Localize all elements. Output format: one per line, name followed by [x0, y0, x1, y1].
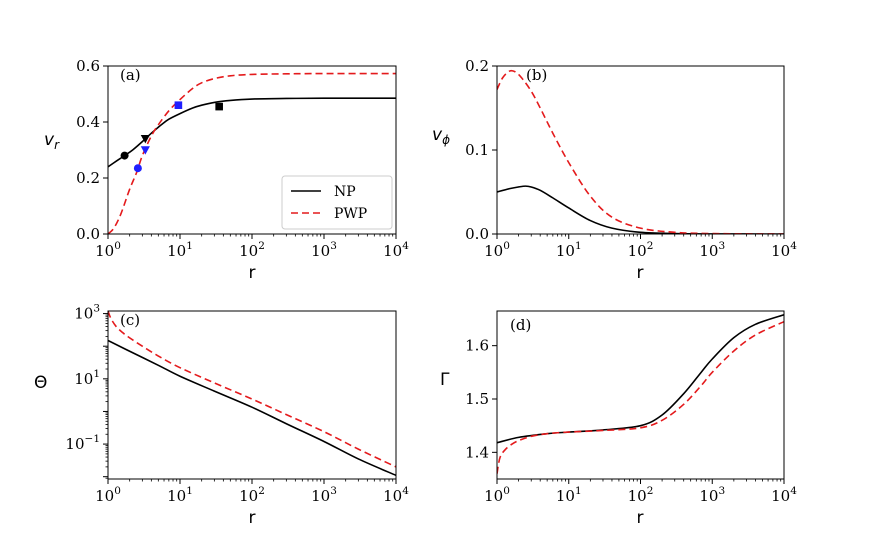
panel-a-label: (a) — [120, 66, 141, 84]
panel-d-ylabel: Γ — [440, 370, 450, 390]
panel-d-plot: 100 101 102 103 104 1.4 1.5 1.6 — [465, 313, 797, 505]
panel-d-x-tick-label: 101 — [556, 485, 582, 505]
panel-a-ylabel: vr — [44, 130, 60, 152]
panel-a-marker-triangle-down-4 — [140, 146, 150, 155]
panel-b-x-tick-label: 103 — [699, 240, 725, 260]
panel-b-xlabel: r — [637, 263, 644, 283]
panel-c-series-pwp-line — [108, 311, 396, 468]
panel-d-xlabel: r — [637, 508, 644, 528]
panel-a-plot: 100 101 102 103 104 0.0 0.2 0.4 0.6 — [76, 57, 409, 260]
panel-d-x-tick-label: 100 — [484, 485, 510, 505]
panel-d-series-pwp-line — [497, 320, 784, 474]
panel-a-marker-triangle-down-1 — [140, 135, 150, 144]
panel-b-x-tick-label: 102 — [628, 240, 654, 260]
panel-b-ylabel-main: v — [432, 125, 443, 145]
panel-a-xlabel: r — [249, 263, 256, 283]
panel-a-y-tick-label: 0.6 — [76, 57, 100, 75]
panel-b-y-axis: 0.0 0.1 0.2 — [465, 57, 497, 243]
panel-a-x-tick-label: 102 — [239, 240, 265, 260]
panel-a-y-tick-label: 0.0 — [76, 225, 100, 243]
panel-b-y-tick-label: 0.2 — [465, 57, 489, 75]
panel-a-ylabel-sub: r — [54, 138, 60, 152]
legend-frame — [281, 175, 393, 230]
legend-np-label: NP — [334, 184, 356, 200]
panel-d-x-tick-label: 103 — [699, 485, 725, 505]
panel-a-x-tick-label: 104 — [383, 240, 409, 260]
panel-c-x-tick-label: 101 — [167, 485, 193, 505]
legend-pwp-label: PWP — [334, 206, 367, 222]
panel-d-y-tick-label: 1.4 — [465, 443, 489, 461]
panel-a-marker-square-2 — [215, 102, 223, 111]
panel-b-y-tick-label: 0.0 — [465, 225, 489, 243]
panel-d-y-tick-label: 1.6 — [465, 337, 489, 355]
panel-b-ylabel-sub: ϕ — [442, 133, 450, 147]
panel-c-y-tick-label: 10−1 — [65, 433, 100, 453]
panel-c-x-tick-label: 100 — [95, 485, 121, 505]
panel-b-x-tick-label: 104 — [771, 240, 797, 260]
panel-c-x-tick-label: 102 — [239, 485, 265, 505]
panel-c-x-tick-label: 103 — [311, 485, 337, 505]
panel-a-ylabel-main: v — [44, 130, 55, 150]
panel-b-x-axis: 100 101 102 103 104 — [484, 234, 797, 260]
panel-b-label: (b) — [526, 66, 547, 84]
panel-a-y-tick-label: 0.2 — [76, 169, 100, 187]
panel-c-x-tick-label: 104 — [383, 485, 409, 505]
panel-a-x-tick-label: 103 — [311, 240, 337, 260]
panel-c-y-tick-label: 101 — [74, 368, 100, 388]
panel-b-plot: 100 101 102 103 104 0.0 0.1 0.2 — [465, 57, 797, 260]
panel-c-ylabel: Θ — [34, 373, 47, 393]
panel-c-x-axis: 100 101 102 103 104 — [95, 479, 409, 505]
panel-c-y-tick-label: 103 — [74, 303, 100, 323]
panel-c-label: (c) — [120, 311, 140, 329]
panel-c-plot: 100 101 102 103 104 10−1 101 103 — [65, 303, 409, 505]
panel-d-label: (d) — [510, 316, 531, 334]
panel-b-frame — [496, 65, 785, 235]
panel-d-frame — [496, 310, 785, 480]
panel-d-y-axis: 1.4 1.5 1.6 — [465, 337, 497, 461]
panel-b-ylabel: vϕ — [432, 125, 450, 147]
panel-a-legend: NP PWP — [281, 175, 393, 230]
panel-d-y-tick-label: 1.5 — [465, 390, 489, 408]
panel-a-x-tick-label: 101 — [167, 240, 193, 260]
panel-c-y-axis: 10−1 101 103 — [65, 303, 108, 479]
panel-b-y-tick-label: 0.1 — [465, 141, 489, 159]
panel-b-x-tick-label: 101 — [556, 240, 582, 260]
panel-c-frame — [107, 310, 397, 480]
panel-a-y-tick-label: 0.4 — [76, 113, 100, 131]
panel-d: 100 101 102 103 104 1.4 1.5 1.6 (d) r Γ — [440, 310, 797, 528]
panel-d-x-tick-label: 104 — [771, 485, 797, 505]
panel-d-x-tick-label: 102 — [628, 485, 654, 505]
panel-c-xlabel: r — [249, 508, 256, 528]
panel-c: 100 101 102 103 104 10−1 101 103 (c) r Θ — [34, 303, 409, 528]
panel-a-marker-square-5 — [174, 101, 183, 109]
panel-b: 100 101 102 103 104 0.0 0.1 0.2 (b) r vϕ — [432, 57, 797, 283]
panel-a-series-np-line — [108, 97, 396, 168]
panel-c-series — [108, 311, 396, 477]
panel-a-marker-circle-0 — [120, 151, 129, 160]
panel-b-series-pwp-line — [497, 69, 784, 234]
panel-a-frame — [107, 65, 397, 235]
panel-a-x-tick-label: 100 — [95, 240, 121, 260]
panel-a-marker-circle-3 — [133, 164, 142, 173]
panel-c-series-np-line — [108, 339, 396, 477]
panel-a-y-axis: 0.0 0.2 0.4 0.6 — [76, 57, 108, 243]
panel-d-series — [497, 313, 784, 474]
panel-b-x-tick-label: 100 — [484, 240, 510, 260]
